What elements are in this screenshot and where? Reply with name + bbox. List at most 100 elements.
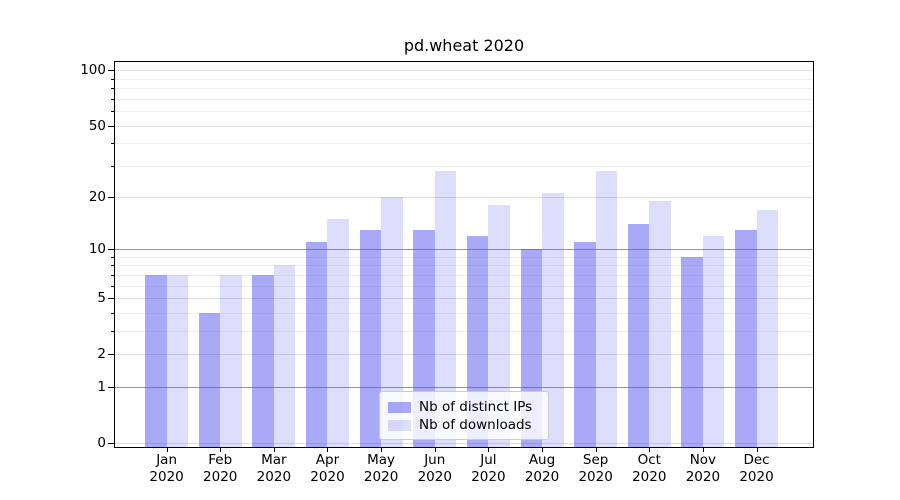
y-tick-label: 50 xyxy=(88,117,106,134)
legend-swatch-downloads xyxy=(388,419,411,431)
y-minor-tick xyxy=(111,257,114,258)
legend-row-distinct-ips: Nb of distinct IPs xyxy=(388,398,548,416)
legend-row-downloads: Nb of downloads xyxy=(388,416,548,434)
reference-line-10 xyxy=(114,249,813,251)
x-tick xyxy=(273,447,275,452)
bar-downloads-oct xyxy=(649,201,671,447)
y-tick-label: 20 xyxy=(88,189,106,206)
chart-title: pd.wheat 2020 xyxy=(403,36,525,55)
y-tick-label: 0 xyxy=(97,434,106,451)
y-tick-label: 10 xyxy=(88,241,106,258)
y-major-tick xyxy=(108,298,114,300)
x-tick-label: Dec 2020 xyxy=(739,452,774,485)
bar-ips-may xyxy=(359,229,382,447)
bar-downloads-sep xyxy=(595,171,618,447)
legend-swatch-distinct-ips xyxy=(388,401,411,413)
gridline-minor xyxy=(114,274,813,276)
bar-downloads-feb xyxy=(220,274,242,447)
bar-downloads-nov xyxy=(702,235,725,447)
x-tick xyxy=(327,447,329,452)
x-tick xyxy=(220,447,222,452)
legend: Nb of distinct IPs Nb of downloads xyxy=(379,391,549,440)
bar-downloads-mar xyxy=(273,265,296,447)
bar-ips-apr xyxy=(305,242,328,447)
y-major-tick xyxy=(108,354,114,356)
y-minor-tick xyxy=(111,98,114,100)
x-tick-label: Sep 2020 xyxy=(578,452,613,485)
x-tick xyxy=(756,447,758,452)
gridline-minor xyxy=(114,330,813,332)
x-tick xyxy=(595,447,597,452)
gridline-minor xyxy=(114,312,813,314)
legend-label-distinct-ips: Nb of distinct IPs xyxy=(419,399,533,415)
x-tick xyxy=(542,447,543,452)
bar-ips-nov xyxy=(681,257,703,447)
y-minor-tick xyxy=(111,111,114,113)
x-tick xyxy=(488,447,490,452)
y-minor-tick xyxy=(111,78,114,80)
x-tick xyxy=(381,447,383,452)
gridline-minor xyxy=(114,165,813,167)
bar-downloads-jun xyxy=(434,171,457,447)
y-major-tick xyxy=(108,249,114,251)
gridline-major xyxy=(114,197,813,199)
x-tick xyxy=(434,447,436,452)
gridline-major xyxy=(114,442,813,444)
x-tick xyxy=(702,447,704,452)
y-minor-tick xyxy=(111,165,114,167)
y-minor-tick xyxy=(111,88,114,90)
bar-downloads-aug xyxy=(542,193,564,447)
gridline-minor xyxy=(114,285,813,287)
y-major-tick xyxy=(108,125,114,127)
bar-ips-mar xyxy=(252,274,274,447)
x-tick xyxy=(166,447,168,452)
bar-downloads-may xyxy=(381,197,403,447)
y-minor-tick xyxy=(111,330,114,332)
gridline-major xyxy=(114,70,813,72)
y-major-tick xyxy=(108,70,114,72)
y-tick-label: 5 xyxy=(97,290,106,307)
x-tick-label: Jun 2020 xyxy=(417,452,452,485)
x-tick-label: Apr 2020 xyxy=(310,452,345,485)
legend-label-downloads: Nb of downloads xyxy=(419,417,532,433)
y-major-tick xyxy=(108,442,114,444)
gridline-minor xyxy=(114,257,813,258)
gridline-minor xyxy=(114,78,813,80)
y-tick-label: 100 xyxy=(80,62,106,79)
bar-downloads-jan xyxy=(166,274,189,447)
x-tick-label: Jan 2020 xyxy=(149,452,184,485)
y-minor-tick xyxy=(111,265,114,267)
bar-ips-dec xyxy=(735,229,757,447)
x-tick-label: Jul 2020 xyxy=(471,452,506,485)
gridline-minor xyxy=(114,88,813,90)
bar-downloads-jul xyxy=(488,205,510,447)
bar-downloads-dec xyxy=(756,209,779,447)
bar-downloads-apr xyxy=(327,219,349,447)
x-tick-label: Mar 2020 xyxy=(256,452,292,485)
gridline-minor xyxy=(114,265,813,267)
bar-ips-jan xyxy=(145,274,167,447)
y-minor-tick xyxy=(111,285,114,287)
gridline-major xyxy=(114,298,813,300)
y-tick-label: 1 xyxy=(97,378,106,395)
y-tick-label: 2 xyxy=(97,346,106,363)
bar-ips-feb xyxy=(198,312,221,447)
gridline-major xyxy=(114,354,813,356)
gridline-minor xyxy=(114,111,813,113)
bar-ips-sep xyxy=(574,242,596,447)
gridline-minor xyxy=(114,143,813,145)
y-minor-tick xyxy=(111,312,114,314)
gridline-minor xyxy=(114,98,813,100)
x-tick-label: Feb 2020 xyxy=(203,452,238,485)
reference-line-1 xyxy=(114,386,813,388)
y-major-tick xyxy=(108,386,114,388)
y-minor-tick xyxy=(111,143,114,145)
gridline-major xyxy=(114,125,813,127)
x-tick-label: Oct 2020 xyxy=(632,452,667,485)
x-tick xyxy=(649,447,651,452)
x-tick-label: Aug 2020 xyxy=(524,452,560,485)
x-tick-label: Nov 2020 xyxy=(685,452,721,485)
bar-ips-oct xyxy=(627,224,650,447)
x-tick-label: May 2020 xyxy=(363,452,399,485)
